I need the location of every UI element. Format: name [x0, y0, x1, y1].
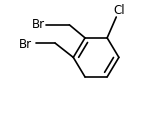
Text: Br: Br	[32, 18, 45, 31]
Text: Br: Br	[19, 38, 32, 51]
Text: Cl: Cl	[114, 4, 125, 17]
